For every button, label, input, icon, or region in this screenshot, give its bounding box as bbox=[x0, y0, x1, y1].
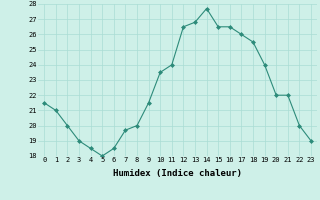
X-axis label: Humidex (Indice chaleur): Humidex (Indice chaleur) bbox=[113, 169, 242, 178]
